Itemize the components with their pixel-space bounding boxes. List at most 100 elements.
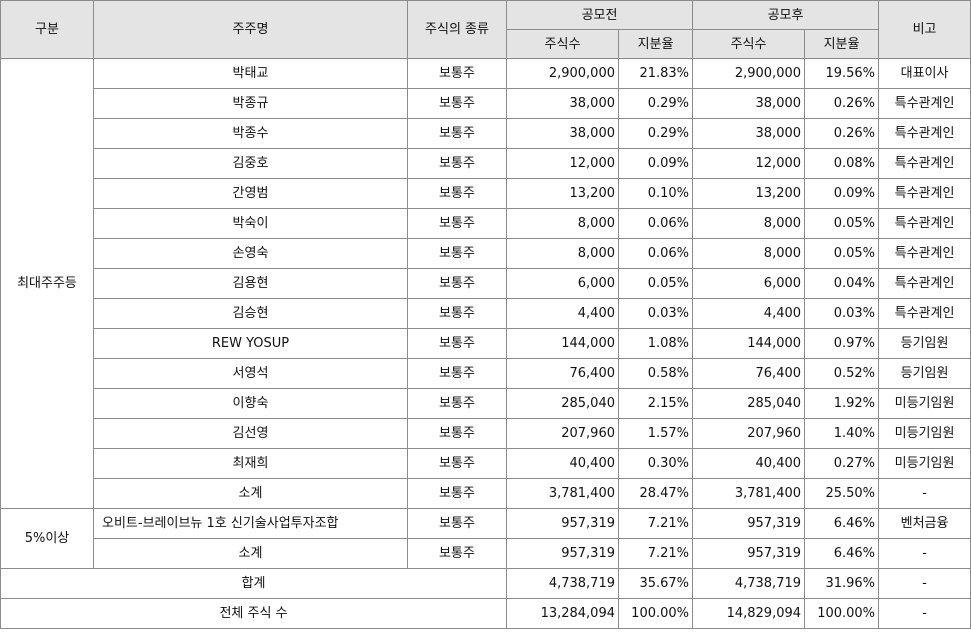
note-cell: 특수관계인 — [878, 88, 971, 119]
before-shares-cell: 3,781,400 — [506, 478, 619, 509]
holder-name-cell: 박종규 — [93, 88, 408, 119]
after-shares-cell: 8,000 — [692, 208, 806, 239]
total-row: 합계 4,738,719 35.67% 4,738,719 31.96% - — [0, 568, 971, 599]
note-cell: 미등기임원 — [878, 448, 971, 479]
stock-type-cell: 보통주 — [407, 298, 507, 329]
before-shares-cell: 2,900,000 — [506, 58, 619, 89]
before-ratio-cell: 0.06% — [617, 208, 694, 239]
before-shares-cell: 40,400 — [506, 448, 619, 479]
after-shares-cell: 12,000 — [692, 148, 806, 179]
before-ratio-cell: 0.29% — [617, 118, 694, 149]
all-shares-row-note: - — [878, 598, 971, 629]
holder-name-cell: 소계 — [93, 538, 408, 569]
after-ratio-cell: 0.26% — [804, 88, 880, 119]
after-shares-cell: 38,000 — [692, 88, 806, 119]
note-cell: 특수관계인 — [878, 208, 971, 239]
before-shares-cell: 957,319 — [506, 538, 619, 569]
table-row: 김선영 보통주 207,960 1.57% 207,960 1.40% 미등기임원 — [1, 418, 971, 449]
before-shares-cell: 4,400 — [506, 298, 619, 329]
header-after: 공모후 — [692, 0, 880, 30]
after-shares-cell: 285,040 — [692, 388, 806, 419]
before-shares-cell: 8,000 — [506, 208, 619, 239]
total-row-after-ratio: 31.96% — [804, 568, 880, 599]
after-ratio-cell: 1.40% — [804, 418, 880, 449]
header-after-ratio: 지분율 — [804, 29, 880, 59]
table-row: 손영숙 보통주 8,000 0.06% 8,000 0.05% 특수관계인 — [1, 238, 971, 269]
stock-type-cell: 보통주 — [407, 418, 507, 449]
all-shares-row-after-ratio: 100.00% — [804, 598, 880, 629]
before-ratio-cell: 2.15% — [617, 388, 694, 419]
after-ratio-cell: 0.26% — [804, 118, 880, 149]
holder-name-cell: 김용현 — [93, 268, 408, 299]
holder-name-cell: 김선영 — [93, 418, 408, 449]
before-shares-cell: 8,000 — [506, 238, 619, 269]
holder-name-cell: 서영석 — [93, 358, 408, 389]
holder-name-cell: 박태교 — [93, 58, 408, 89]
before-shares-cell: 38,000 — [506, 118, 619, 149]
holder-name-cell: 손영숙 — [93, 238, 408, 269]
after-shares-cell: 957,319 — [692, 508, 806, 539]
after-shares-cell: 2,900,000 — [692, 58, 806, 89]
before-shares-cell: 13,200 — [506, 178, 619, 209]
stock-type-cell: 보통주 — [407, 58, 507, 89]
after-ratio-cell: 6.46% — [804, 538, 880, 569]
total-row-before-ratio: 35.67% — [617, 568, 694, 599]
stock-type-cell: 보통주 — [407, 178, 507, 209]
after-ratio-cell: 0.05% — [804, 238, 880, 269]
table-row: 김중호 보통주 12,000 0.09% 12,000 0.08% 특수관계인 — [1, 148, 971, 179]
note-cell: 특수관계인 — [878, 238, 971, 269]
after-shares-cell: 38,000 — [692, 118, 806, 149]
note-cell: 특수관계인 — [878, 148, 971, 179]
note-cell: 등기임원 — [878, 358, 971, 389]
after-shares-cell: 3,781,400 — [692, 478, 806, 509]
total-row-label: 합계 — [0, 568, 507, 599]
after-ratio-cell: 0.04% — [804, 268, 880, 299]
before-ratio-cell: 0.05% — [617, 268, 694, 299]
header-holder: 주주명 — [93, 0, 408, 59]
after-ratio-cell: 6.46% — [804, 508, 880, 539]
note-cell: - — [878, 478, 971, 509]
note-cell: 미등기임원 — [878, 388, 971, 419]
after-ratio-cell: 0.97% — [804, 328, 880, 359]
table-row: 박숙이 보통주 8,000 0.06% 8,000 0.05% 특수관계인 — [1, 208, 971, 239]
table-row: 간영범 보통주 13,200 0.10% 13,200 0.09% 특수관계인 — [1, 178, 971, 209]
shareholder-table: 구분 주주명 주식의 종류 공모전 공모후 비고 주식수 지분율 주식수 지분율… — [0, 0, 971, 629]
table-row: 김용현 보통주 6,000 0.05% 6,000 0.04% 특수관계인 — [1, 268, 971, 299]
after-shares-cell: 8,000 — [692, 238, 806, 269]
before-shares-cell: 285,040 — [506, 388, 619, 419]
before-shares-cell: 6,000 — [506, 268, 619, 299]
note-cell: - — [878, 538, 971, 569]
before-ratio-cell: 0.03% — [617, 298, 694, 329]
header-after-shares: 주식수 — [692, 29, 806, 59]
table-row: 박종규 보통주 38,000 0.29% 38,000 0.26% 특수관계인 — [1, 88, 971, 119]
all-shares-row-before-shares: 13,284,094 — [506, 598, 619, 629]
note-cell: 등기임원 — [878, 328, 971, 359]
before-shares-cell: 38,000 — [506, 88, 619, 119]
holder-name-cell: 이향숙 — [93, 388, 408, 419]
group-five-percent: 5%이상 — [0, 508, 94, 569]
header-before-shares: 주식수 — [506, 29, 619, 59]
stock-type-cell: 보통주 — [407, 238, 507, 269]
table-row: 소계 보통주 957,319 7.21% 957,319 6.46% - — [1, 538, 971, 569]
after-shares-cell: 144,000 — [692, 328, 806, 359]
holder-name-cell: 박숙이 — [93, 208, 408, 239]
table-row: 박종수 보통주 38,000 0.29% 38,000 0.26% 특수관계인 — [1, 118, 971, 149]
after-ratio-cell: 0.03% — [804, 298, 880, 329]
after-ratio-cell: 0.09% — [804, 178, 880, 209]
stock-type-cell: 보통주 — [407, 148, 507, 179]
stock-type-cell: 보통주 — [407, 358, 507, 389]
before-ratio-cell: 1.57% — [617, 418, 694, 449]
stock-type-cell: 보통주 — [407, 208, 507, 239]
before-ratio-cell: 1.08% — [617, 328, 694, 359]
table-row: 소계 보통주 3,781,400 28.47% 3,781,400 25.50% - — [1, 478, 971, 509]
after-shares-cell: 207,960 — [692, 418, 806, 449]
stock-type-cell: 보통주 — [407, 88, 507, 119]
note-cell: 특수관계인 — [878, 268, 971, 299]
note-cell: 벤처금융 — [878, 508, 971, 539]
note-cell: 특수관계인 — [878, 118, 971, 149]
after-ratio-cell: 0.05% — [804, 208, 880, 239]
before-ratio-cell: 0.10% — [617, 178, 694, 209]
holder-name-cell: 간영범 — [93, 178, 408, 209]
note-cell: 특수관계인 — [878, 298, 971, 329]
before-shares-cell: 12,000 — [506, 148, 619, 179]
